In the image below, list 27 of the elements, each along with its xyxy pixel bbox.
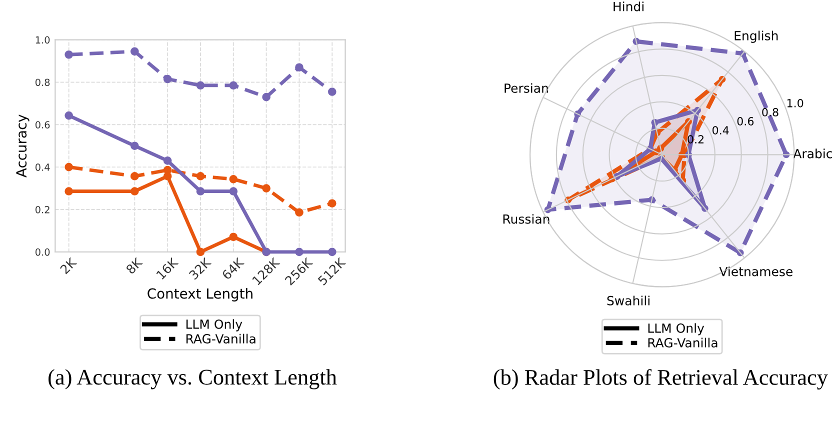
text: LLM Only bbox=[186, 319, 242, 332]
spoke-label: Vietnamese bbox=[719, 266, 792, 276]
text: (b) Radar Plots of Retrieval Accuracy bbox=[494, 369, 828, 390]
y-tick-label: 0.4 bbox=[35, 164, 50, 171]
y-tick-label: 0.2 bbox=[35, 206, 50, 214]
text: (a) Accuracy vs. Context Length bbox=[48, 369, 337, 390]
y-tick-label: 0.8 bbox=[35, 78, 50, 86]
spoke-label: Persian bbox=[504, 83, 548, 93]
spoke-label: Arabic bbox=[793, 148, 832, 158]
y-tick-label: 0.4 bbox=[712, 126, 729, 134]
spoke-label: Russian bbox=[503, 214, 550, 224]
x-axis-title: Context Length bbox=[148, 288, 252, 302]
text: RAG-Vanilla bbox=[186, 334, 256, 344]
x-tick-label: 2K bbox=[60, 256, 78, 274]
y-tick-label: 1.0 bbox=[36, 36, 50, 44]
y-tick-label: 0.0 bbox=[35, 248, 50, 256]
spoke-label: Swahili bbox=[607, 296, 650, 306]
x-tick-label: 8K bbox=[125, 256, 144, 274]
y-tick-label: 0.8 bbox=[762, 108, 778, 116]
y-tick-label: 0.6 bbox=[737, 117, 754, 126]
y-tick-label: 1.0 bbox=[787, 98, 804, 108]
y-axis-title: Accuracy bbox=[16, 114, 30, 178]
text: RAG-Vanilla bbox=[648, 338, 718, 348]
text: LLM Only bbox=[648, 323, 704, 336]
spoke-label: Hindi bbox=[614, 2, 644, 12]
spoke-label: English bbox=[734, 30, 778, 43]
y-tick-label: 0.6 bbox=[35, 121, 50, 128]
